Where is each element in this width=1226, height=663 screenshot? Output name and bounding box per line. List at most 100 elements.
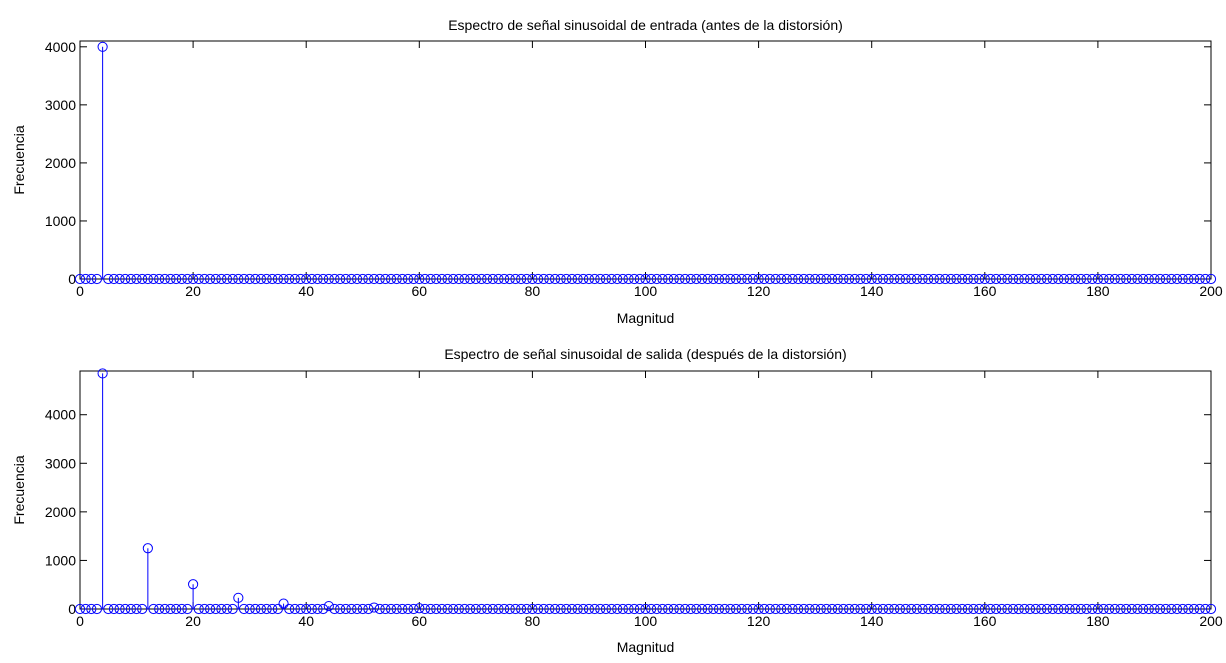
stem-marker [781,603,792,615]
stem-marker [911,273,923,285]
stem-marker [1036,603,1047,615]
stem-marker [510,603,521,615]
stem-marker [442,603,453,615]
stem-marker [866,603,877,615]
stem-marker [1104,273,1115,285]
stem-marker [221,603,233,615]
stem-marker [623,273,634,285]
stem-marker [759,273,770,285]
stem-marker [137,273,148,285]
stem-marker [431,603,442,615]
stem-marker [1149,603,1160,615]
stem-marker [1081,603,1092,615]
stem-marker [629,273,640,285]
stem-marker [465,273,476,285]
stem-marker [821,603,832,615]
stem-marker [957,273,968,285]
stem-marker [634,603,645,615]
stem-marker [204,603,216,615]
stem-marker [238,273,250,285]
stem-marker [493,273,504,285]
stem-marker [713,273,725,285]
stem-marker [1115,603,1126,615]
stem-marker [764,273,776,285]
stem-marker [1194,603,1205,615]
stem-marker [612,603,623,615]
stem-marker [453,603,464,615]
stem-marker [1188,273,1200,285]
stem-marker [663,603,674,615]
stem-marker [108,273,120,285]
stem-marker [719,603,730,615]
stem-marker [278,598,289,609]
stem-marker [137,603,148,615]
stem-marker [114,273,125,285]
stem-marker [1205,603,1217,615]
stem-marker [793,603,804,615]
stem-marker [595,603,606,615]
stem-marker [962,273,973,285]
stem-marker [934,273,945,285]
stem-marker [504,273,515,285]
stem-marker [436,273,448,285]
stem-marker [159,273,170,285]
stem-marker [335,603,346,615]
x-axis-label: Magnitud [617,310,675,326]
stem-marker [872,603,883,615]
x-tick-label: 120 [747,283,771,299]
stem-marker [278,273,289,285]
stem-marker [906,273,917,285]
stem-marker [600,273,612,285]
stem-marker [482,603,493,615]
stems [74,368,1217,615]
stem-marker [216,603,227,615]
stem-marker [306,603,317,615]
stem-marker [600,603,612,615]
stem-marker [499,273,510,285]
stem-marker [827,603,838,615]
stem-marker [549,603,561,615]
stem-marker [1138,603,1149,615]
stem-marker [589,603,600,615]
x-tick-label: 180 [1086,613,1110,629]
stem-marker [532,603,544,615]
stem-marker [459,603,470,615]
x-tick-label: 160 [973,613,997,629]
x-tick-label: 20 [185,613,201,629]
stem-marker [244,273,255,285]
stem-marker [872,273,883,285]
stem-marker [1166,603,1177,615]
stem-marker [640,603,651,615]
stem-marker [815,273,826,285]
stem-marker [1171,603,1183,615]
stem-marker [419,273,431,285]
stem-marker [713,603,725,615]
stem-marker [301,273,312,285]
stem-marker [465,603,476,615]
stem-marker [527,603,538,615]
stem-marker [900,273,911,285]
stem-marker [883,273,894,285]
stem-marker [702,273,713,285]
stem-marker [335,273,346,285]
stem-marker [691,273,702,285]
stem-marker [340,273,351,285]
stem-marker [974,603,985,615]
stem-marker [261,603,272,615]
x-tick-label: 60 [412,613,428,629]
stem-marker [1041,603,1053,615]
stem-marker [776,273,787,285]
stem-marker [1126,273,1137,285]
stem-marker [974,273,985,285]
stem-marker [1183,273,1194,285]
stem-marker [544,273,555,285]
stem-marker [131,273,142,285]
stem-marker [996,273,1007,285]
stem-marker [154,273,165,285]
stem-marker [674,273,685,285]
stem-marker [171,603,182,615]
stem-marker [1177,603,1188,615]
stem-marker [515,603,527,615]
stem-marker [159,603,170,615]
